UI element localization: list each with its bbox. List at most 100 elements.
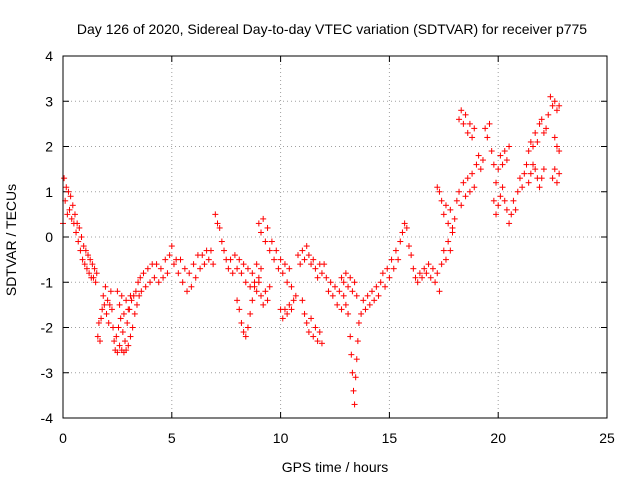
data-point xyxy=(199,252,206,259)
data-point xyxy=(249,270,256,277)
data-point xyxy=(488,148,495,155)
y-tick-label: 2 xyxy=(45,139,53,155)
data-point xyxy=(262,288,269,295)
tick-labels: 0 5 10 15 20 25 -4 -3 -2 -1 0 1 2 3 4 xyxy=(41,48,615,446)
data-point xyxy=(329,292,336,299)
data-point xyxy=(147,279,154,286)
data-point xyxy=(395,256,402,263)
data-point xyxy=(240,261,247,268)
data-point xyxy=(543,125,550,132)
data-point xyxy=(61,175,68,182)
data-point xyxy=(519,184,526,191)
data-point xyxy=(523,161,530,168)
data-point xyxy=(477,166,484,173)
data-point xyxy=(423,270,430,277)
data-point xyxy=(101,301,108,308)
data-point xyxy=(338,306,345,313)
y-tick-label: 3 xyxy=(45,93,53,109)
data-point xyxy=(207,247,214,254)
data-point xyxy=(104,297,111,304)
data-point xyxy=(549,175,556,182)
data-point xyxy=(425,261,432,268)
data-point xyxy=(86,270,93,277)
data-point xyxy=(348,351,355,358)
data-point xyxy=(314,338,321,345)
data-point xyxy=(94,333,101,340)
data-point xyxy=(66,206,73,213)
data-point xyxy=(175,270,182,277)
data-point xyxy=(286,265,293,272)
data-point xyxy=(168,243,175,250)
data-point xyxy=(379,270,386,277)
data-point xyxy=(100,292,107,299)
data-point xyxy=(75,238,82,245)
data-point xyxy=(179,279,186,286)
data-point xyxy=(114,349,121,356)
data-point xyxy=(98,315,105,322)
data-point xyxy=(277,256,284,263)
data-point xyxy=(103,310,110,317)
data-point xyxy=(310,256,317,263)
data-point xyxy=(89,261,96,268)
data-point xyxy=(260,301,267,308)
data-point xyxy=(255,279,262,286)
data-point xyxy=(115,324,122,331)
data-point xyxy=(288,306,295,313)
data-point xyxy=(308,261,315,268)
data-point xyxy=(260,215,267,222)
data-point xyxy=(95,319,102,326)
data-point xyxy=(181,265,188,272)
data-point xyxy=(438,197,445,204)
data-point xyxy=(268,238,275,245)
data-point xyxy=(118,292,125,299)
data-point xyxy=(184,288,191,295)
data-point xyxy=(135,279,142,286)
x-tick-label: 25 xyxy=(599,430,615,446)
data-point xyxy=(231,252,238,259)
data-point xyxy=(353,356,360,363)
data-point xyxy=(308,315,315,322)
data-point xyxy=(221,247,228,254)
data-point xyxy=(284,310,291,317)
data-point xyxy=(120,310,127,317)
data-point xyxy=(247,310,254,317)
data-point xyxy=(499,184,506,191)
data-point xyxy=(242,279,249,286)
data-point xyxy=(188,283,195,290)
data-point xyxy=(318,270,325,277)
data-point xyxy=(545,111,552,118)
data-point xyxy=(105,319,112,326)
data-point xyxy=(123,347,130,354)
data-point xyxy=(486,120,493,127)
data-point xyxy=(303,243,310,250)
data-point xyxy=(338,274,345,281)
data-point xyxy=(106,301,113,308)
data-point xyxy=(471,184,478,191)
data-point xyxy=(122,338,129,345)
data-point xyxy=(303,319,310,326)
data-point xyxy=(264,224,271,231)
data-point xyxy=(453,197,460,204)
data-point xyxy=(242,333,249,340)
data-point xyxy=(352,374,359,381)
data-point xyxy=(445,220,452,227)
data-point xyxy=(201,261,208,268)
data-point xyxy=(438,261,445,268)
data-point xyxy=(351,279,358,286)
data-point xyxy=(205,256,212,263)
data-point xyxy=(227,256,234,263)
data-point xyxy=(240,329,247,336)
data-point xyxy=(553,143,560,150)
data-point xyxy=(69,202,76,209)
data-point xyxy=(108,306,115,313)
x-tick-label: 0 xyxy=(59,430,67,446)
data-point xyxy=(312,265,319,272)
data-point xyxy=(132,288,139,295)
data-point xyxy=(388,256,395,263)
data-point xyxy=(532,166,539,173)
data-point xyxy=(236,306,243,313)
data-point xyxy=(119,329,126,336)
data-point xyxy=(81,261,88,268)
data-point xyxy=(251,283,258,290)
data-point xyxy=(484,134,491,141)
